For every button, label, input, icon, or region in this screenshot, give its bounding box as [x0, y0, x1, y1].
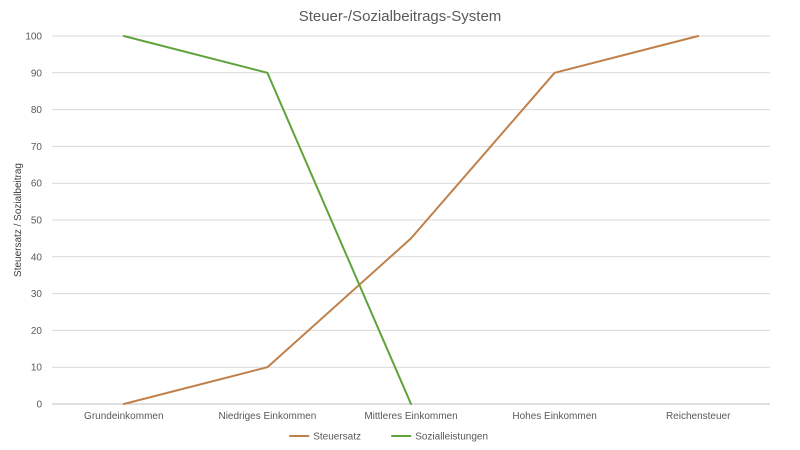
y-tick-label: 80 [31, 105, 43, 116]
legend: Steuersatz Sozialleistungen [289, 432, 488, 443]
y-tick-label: 50 [31, 216, 43, 227]
series-line-1 [122, 35, 412, 405]
y-tick-label: 0 [36, 400, 42, 411]
y-tick-label: 20 [31, 326, 43, 337]
gridlines [52, 35, 770, 405]
legend-label: Sozialleistungen [415, 432, 488, 443]
x-tick-label: Hohes Einkommen [512, 411, 596, 422]
x-tick-label: Mittleres Einkommen [364, 411, 457, 422]
y-tick-label: 30 [31, 289, 43, 300]
series-line-0 [122, 35, 700, 405]
chart-title: Steuer-/Sozialbeitrags-System [299, 8, 502, 25]
legend-label: Steuersatz [313, 432, 361, 443]
y-tick-label: 10 [31, 363, 43, 374]
y-tick-label: 40 [31, 252, 43, 263]
y-tick-label: 60 [31, 179, 43, 190]
x-tick-label: Niedriges Einkommen [218, 411, 316, 422]
y-tick-label: 90 [31, 68, 43, 79]
y-axis-ticks: 0 10 20 30 40 50 60 70 80 90 100 [25, 32, 42, 411]
x-tick-label: Reichensteuer [666, 411, 731, 422]
x-tick-label: Grundeinkommen [84, 411, 163, 422]
series-lines [122, 35, 700, 405]
y-axis-title: Steuersatz / Sozialbeitrag [13, 163, 24, 277]
y-tick-label: 70 [31, 142, 43, 153]
y-tick-label: 100 [25, 32, 42, 43]
x-axis-ticks: Grundeinkommen Niedriges Einkommen Mittler… [84, 411, 731, 422]
